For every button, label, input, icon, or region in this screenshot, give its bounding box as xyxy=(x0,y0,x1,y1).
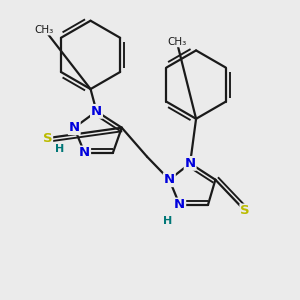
Text: N: N xyxy=(174,199,185,212)
Text: N: N xyxy=(91,105,102,118)
Text: CH₃: CH₃ xyxy=(35,25,54,34)
Text: N: N xyxy=(184,157,196,170)
Text: S: S xyxy=(240,204,250,218)
Text: N: N xyxy=(164,173,175,186)
Text: H: H xyxy=(55,143,64,154)
Text: CH₃: CH₃ xyxy=(167,37,186,46)
Text: H: H xyxy=(163,216,172,226)
Text: N: N xyxy=(79,146,90,160)
Text: N: N xyxy=(69,121,80,134)
Text: S: S xyxy=(43,132,52,145)
